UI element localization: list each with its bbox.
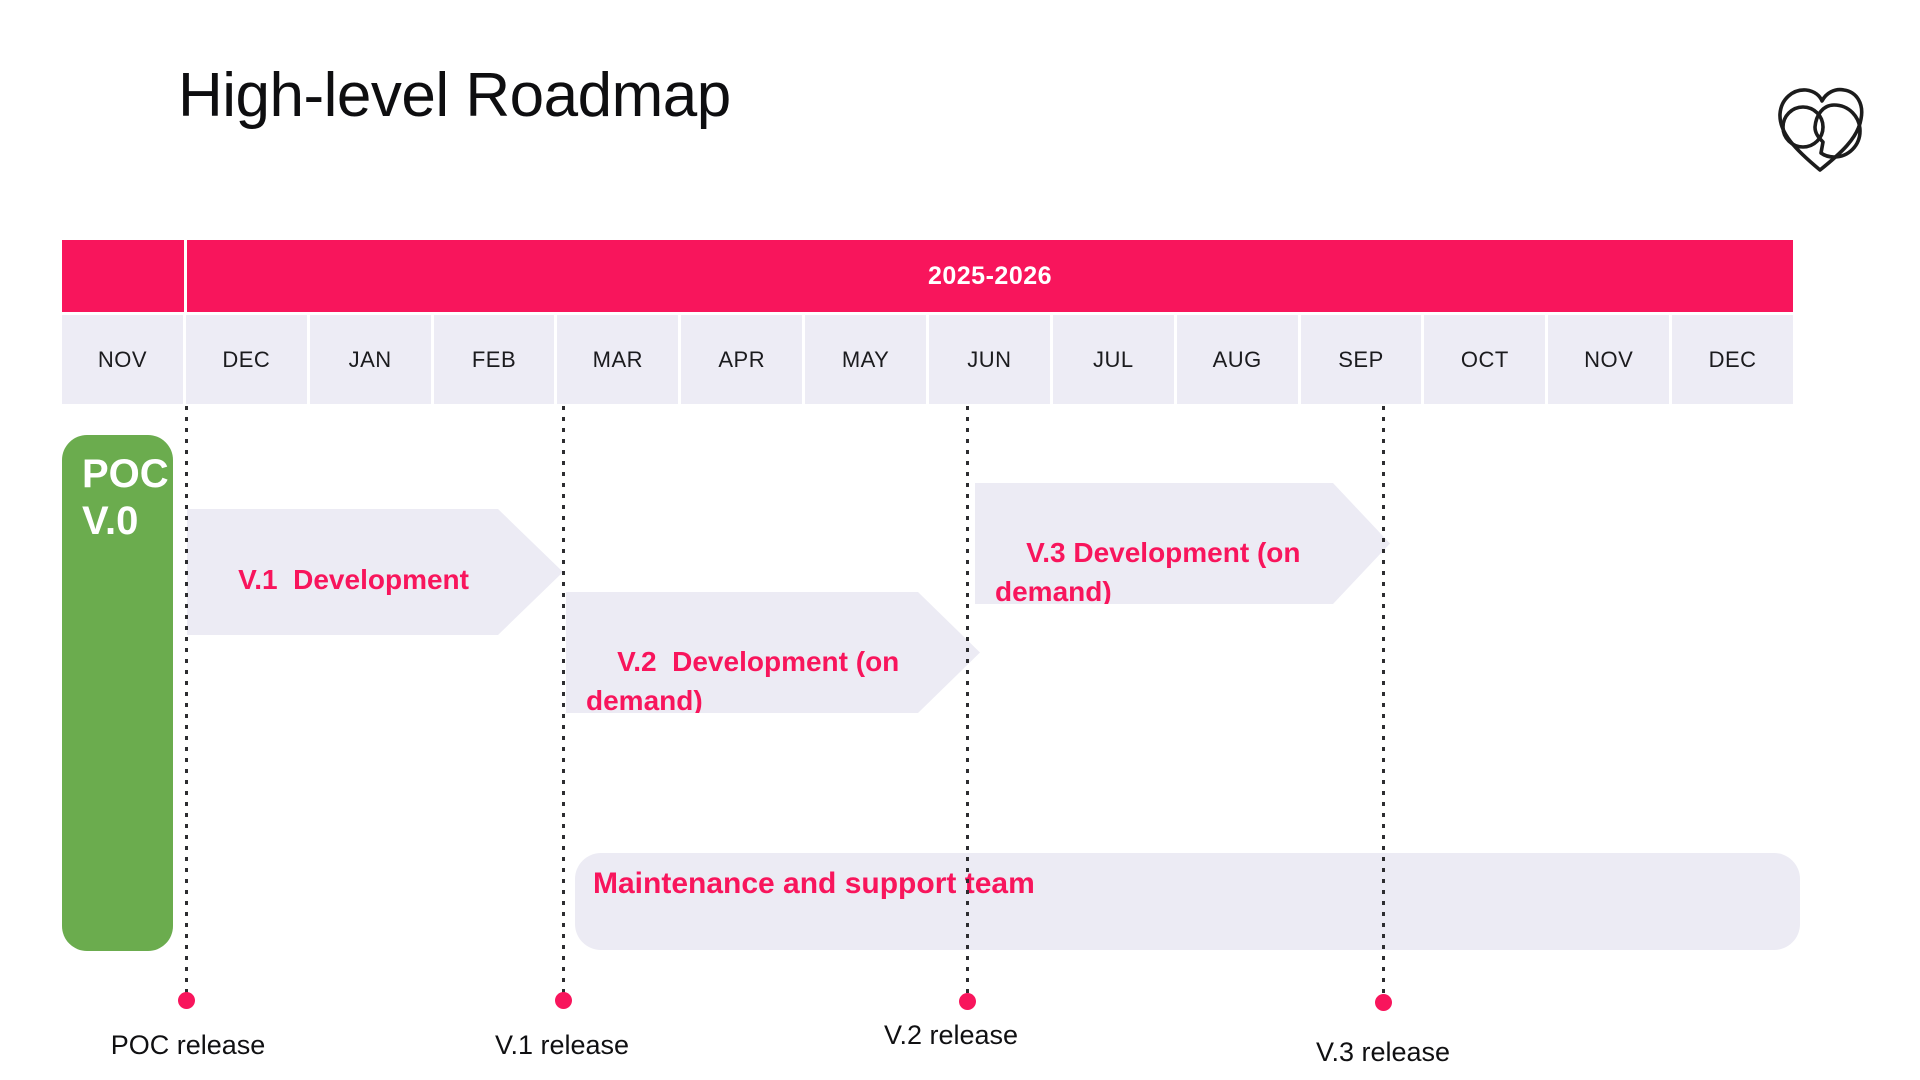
v1-release-line [561,406,565,994]
maintenance-bar: Maintenance and support team [575,853,1800,950]
month-cell: JUN [929,315,1050,404]
poc-line1: POC [82,452,169,496]
poc-release-line [184,406,188,994]
poc-v0-box: POC V.0 [62,435,173,951]
month-cell: MAY [805,315,927,404]
month-cell: JAN [309,315,431,404]
year-band: 2025-2026 [187,240,1793,312]
v1-release-label: V.1 release [494,1030,630,1060]
maintenance-label: Maintenance and support team [593,867,1035,900]
v2-release-label: V.2 release [883,1020,1019,1050]
v2-development-label: V.2 Development (on demand) [586,646,908,716]
month-cell: NOV [1548,315,1670,404]
month-cell: OCT [1424,315,1546,404]
month-cell: DEC [1672,315,1794,404]
v3-development-label: V.3 Development (on demand) [995,537,1309,607]
heart-rings-logo-icon [1778,87,1864,172]
month-cell: AUG [1176,315,1298,404]
v3-release-label: V.3 release [1315,1037,1451,1067]
month-cell: NOV [62,315,183,404]
header-nov-cell [62,240,184,312]
year-label: 2025-2026 [927,261,1053,290]
page-title: High-level Roadmap [178,61,731,130]
month-row: NOV DEC JAN FEB MAR APR MAY JUN JUL AUG SEP OCT NOV D… [62,315,1794,404]
poc-release-dot [177,991,195,1009]
month-cell: JUL [1052,315,1174,404]
v1-development-label: V.1 Development [238,564,469,595]
v3-release-dot [1374,993,1392,1011]
v2-development-bar: V.2 Development (on demand) [566,592,980,713]
month-cell: SEP [1300,315,1422,404]
v2-release-dot [958,992,976,1010]
poc-release-label: POC release [110,1030,266,1060]
v3-development-bar: V.3 Development (on demand) [975,483,1390,604]
v1-release-dot [554,991,572,1009]
month-cell: FEB [433,315,555,404]
month-cell: APR [681,315,803,404]
v3-release-line [1381,406,1385,994]
month-cell: DEC [185,315,307,404]
month-cell: MAR [557,315,679,404]
v1-development-bar: V.1 Development [187,509,563,635]
v2-release-line [965,406,969,994]
poc-line2: V.0 [82,499,139,543]
